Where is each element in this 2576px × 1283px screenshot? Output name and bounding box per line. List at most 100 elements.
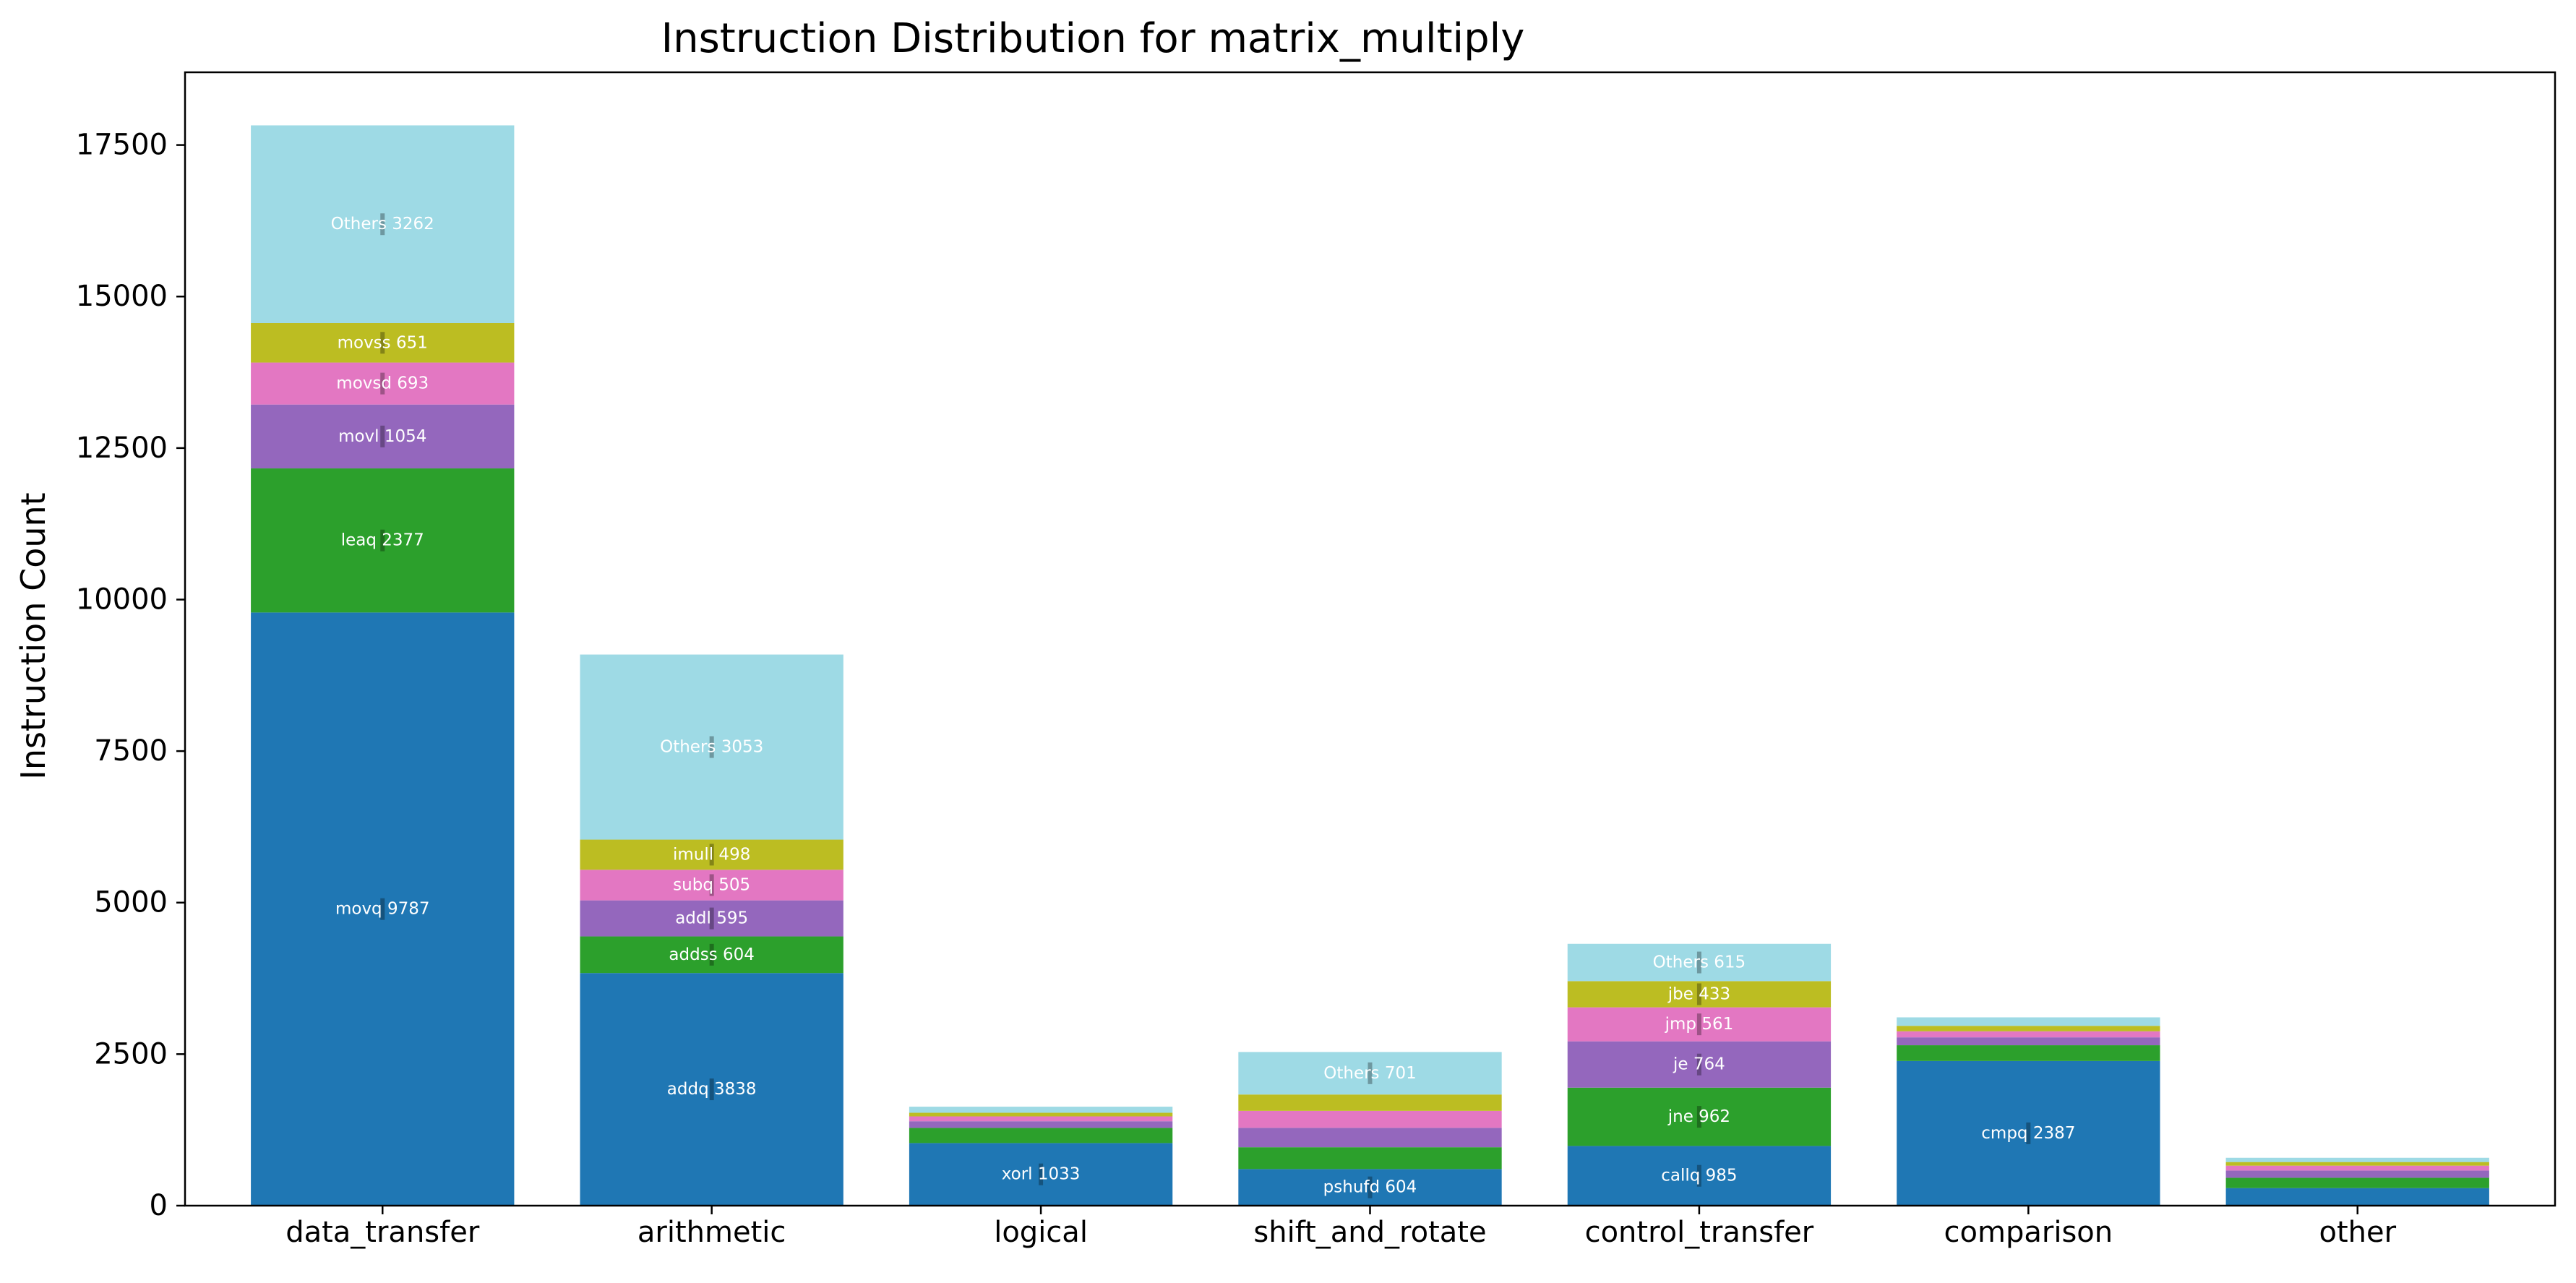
bar-segment-logical-layer-1 xyxy=(909,1128,1173,1143)
segment-label-background xyxy=(709,844,714,866)
bar-segment-control_transfer-jbe xyxy=(1567,981,1832,1008)
x-tick-label: logical xyxy=(994,1216,1088,1249)
bar-segment-comparison-layer-4 xyxy=(1897,1026,2160,1031)
segment-label: addq 3838 xyxy=(667,1080,757,1099)
bar-segment-shift_and_rotate-layer-2 xyxy=(1238,1128,1502,1148)
bar-segment-comparison-layer-2 xyxy=(1897,1037,2160,1046)
segment-label-background xyxy=(709,943,714,966)
segment-label: addss 604 xyxy=(669,945,754,964)
segment-label-background xyxy=(709,736,714,758)
segment-label: imull 498 xyxy=(673,845,750,864)
segment-label: Others 701 xyxy=(1323,1064,1417,1083)
x-tick-label: other xyxy=(2319,1216,2396,1249)
segment-label: leaq 2377 xyxy=(341,531,424,550)
bar-segment-comparison-layer-5 xyxy=(1897,1017,2160,1026)
bar-stack-control_transfer: callq 985 jne 962 je 764 jmp 561 jbe 433 Othe… xyxy=(1567,943,1832,1206)
bar-segment-data_transfer-movl xyxy=(251,404,515,469)
segment-label-background xyxy=(1696,983,1701,1005)
y-tick-label: 12500 xyxy=(76,432,168,465)
bar-segment-logical-layer-4 xyxy=(909,1112,1173,1117)
segment-label: jbe 433 xyxy=(1667,984,1730,1003)
bar-segment-shift_and_rotate-pshufd xyxy=(1238,1169,1502,1206)
bar-stack-data_transfer: movq 9787 leaq 2377 movl 1054 movsd 693 movs… xyxy=(251,125,515,1206)
y-tick-label: 10000 xyxy=(76,583,168,616)
y-tick-label: 0 xyxy=(150,1189,168,1222)
plot-area: movq 9787 leaq 2377 movl 1054 movsd 693 movs… xyxy=(76,71,2556,1249)
bar-segment-control_transfer-callq xyxy=(1567,1146,1832,1206)
bar-segment-shift_and_rotate-layer-1 xyxy=(1238,1147,1502,1170)
segment-label-background xyxy=(1696,1013,1701,1036)
segment-label-background xyxy=(380,213,385,236)
segment-label: callq 985 xyxy=(1661,1167,1737,1185)
segment-label-background xyxy=(1696,1106,1701,1128)
y-tick-label: 5000 xyxy=(94,886,168,919)
x-tick-label: shift_and_rotate xyxy=(1253,1216,1486,1249)
segment-label-background xyxy=(2026,1122,2031,1144)
y-axis-label: Instruction Count xyxy=(14,492,53,779)
segment-label: pshufd 604 xyxy=(1323,1178,1417,1197)
chart-title: Instruction Distribution for matrix_mult… xyxy=(661,15,1525,62)
bar-segment-control_transfer-jne xyxy=(1567,1087,1832,1146)
bar-segment-data_transfer-movsd xyxy=(251,362,515,405)
bar-segment-logical-layer-2 xyxy=(909,1121,1173,1128)
bar-segment-shift_and_rotate-others xyxy=(1238,1052,1502,1095)
bar-segment-data_transfer-others xyxy=(251,125,515,323)
segment-label-background xyxy=(709,1078,714,1101)
bar-segment-data_transfer-movq xyxy=(251,612,515,1206)
segment-label-background xyxy=(380,529,385,552)
segment-label: movsd 693 xyxy=(336,374,429,393)
segment-label: jne 962 xyxy=(1667,1107,1730,1126)
segment-label-background xyxy=(1696,951,1701,974)
segment-label: je 764 xyxy=(1673,1055,1725,1074)
segment-label: Others 3053 xyxy=(660,738,763,757)
bar-segment-logical-layer-5 xyxy=(909,1107,1173,1113)
segment-label-background xyxy=(1696,1053,1701,1076)
bar-segment-other-layer-5 xyxy=(2225,1157,2489,1162)
y-tick-label: 2500 xyxy=(94,1037,168,1070)
bar-segment-other-layer-1 xyxy=(2225,1177,2489,1188)
bar-segment-arithmetic-addq xyxy=(580,973,843,1206)
bar-stack-logical: xorl 1033 xyxy=(909,1107,1173,1206)
bar-segment-shift_and_rotate-layer-4 xyxy=(1238,1094,1502,1111)
x-tick-label: control_transfer xyxy=(1585,1216,1814,1249)
y-tick-label: 7500 xyxy=(94,734,168,768)
y-tick-label: 17500 xyxy=(76,129,168,162)
bar-segment-comparison-cmpq xyxy=(1897,1060,2160,1206)
bar-segment-control_transfer-others xyxy=(1567,943,1832,982)
segment-label: jmp 561 xyxy=(1665,1015,1734,1034)
bar-segment-arithmetic-imull xyxy=(580,839,843,870)
segment-label: cmpq 2387 xyxy=(1981,1124,2075,1143)
bar-segment-logical-layer-3 xyxy=(909,1116,1173,1122)
segment-label-background xyxy=(709,907,714,930)
segment-label-background xyxy=(1368,1176,1373,1198)
bar-segment-comparison-layer-1 xyxy=(1897,1045,2160,1061)
bar-stack-other xyxy=(2225,1157,2489,1206)
bar-segment-logical-xorl xyxy=(909,1143,1173,1206)
segment-label-background xyxy=(380,425,385,447)
bar-segment-arithmetic-subq xyxy=(580,870,843,901)
x-tick-label: comparison xyxy=(1944,1216,2113,1249)
bar-segment-data_transfer-leaq xyxy=(251,468,515,613)
segment-label: subq 505 xyxy=(673,875,750,894)
x-tick-label: arithmetic xyxy=(637,1216,786,1249)
bar-segment-control_transfer-jmp xyxy=(1567,1007,1832,1042)
segment-label: movl 1054 xyxy=(338,427,426,446)
bar-segment-control_transfer-je xyxy=(1567,1041,1832,1088)
bar-segment-other-layer-0 xyxy=(2225,1188,2489,1206)
bar-segment-arithmetic-addl xyxy=(580,900,843,937)
bar-segment-arithmetic-others xyxy=(580,654,843,840)
segment-label-background xyxy=(709,874,714,896)
segment-label: Others 615 xyxy=(1653,953,1746,972)
segment-label-background xyxy=(1696,1164,1701,1187)
x-tick-label: data_transfer xyxy=(285,1216,480,1249)
y-tick-label: 15000 xyxy=(76,280,168,313)
bar-segment-data_transfer-movss xyxy=(251,322,515,363)
segment-label-background xyxy=(380,332,385,354)
segment-label-background xyxy=(380,372,385,395)
segment-label: addl 595 xyxy=(675,909,748,928)
bar-segment-comparison-layer-3 xyxy=(1897,1031,2160,1038)
bar-stack-comparison: cmpq 2387 xyxy=(1897,1017,2160,1206)
bar-segment-arithmetic-addss xyxy=(580,936,843,974)
segment-label-background xyxy=(1368,1062,1373,1084)
